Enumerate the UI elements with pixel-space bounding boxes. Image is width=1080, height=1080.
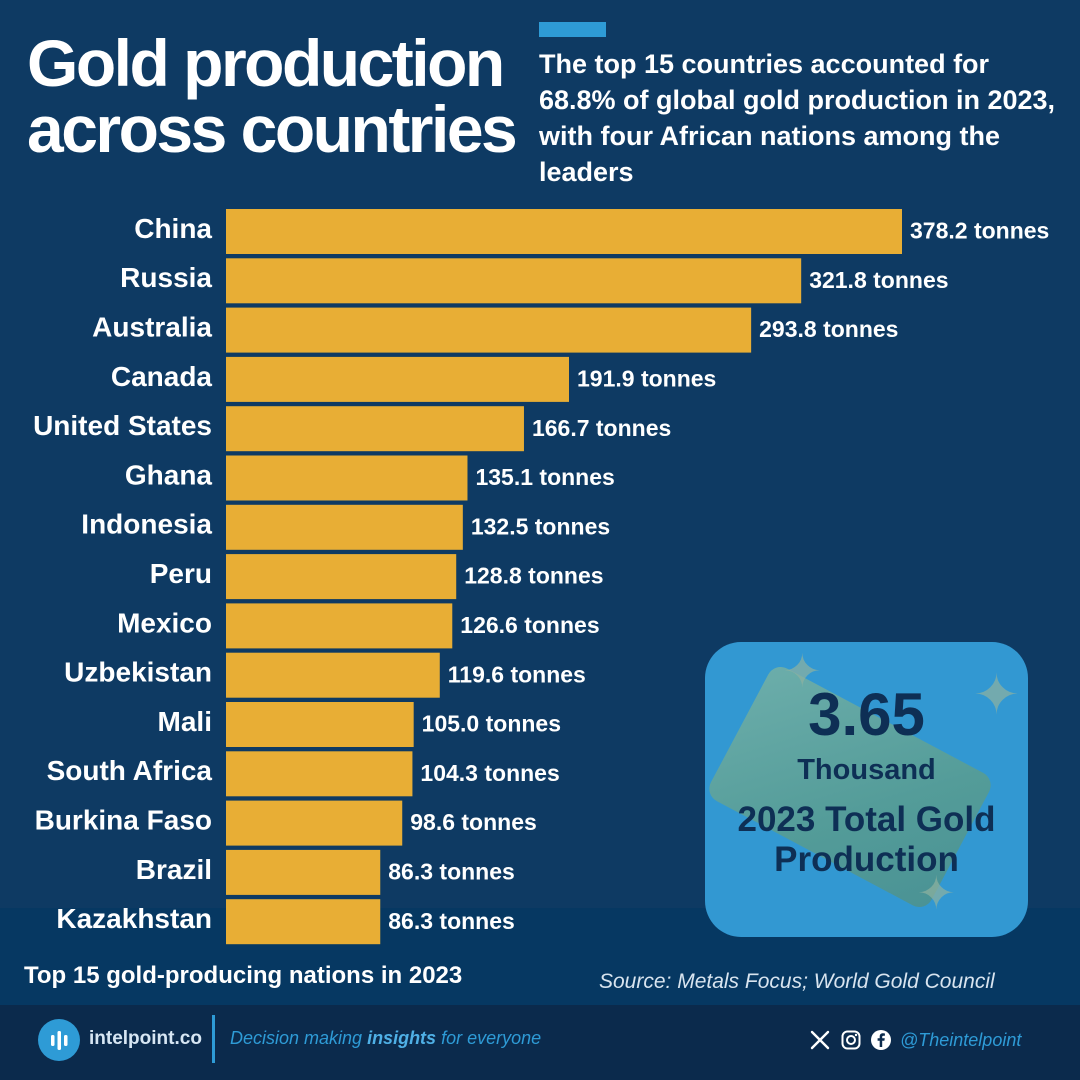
category-label: Ghana	[125, 459, 213, 490]
source-note: Source: Metals Focus; World Gold Council	[599, 970, 995, 993]
stat-label-line-1: 2023 Total Gold	[737, 800, 996, 839]
stat-value: 3.65	[808, 681, 925, 748]
sparkle-icon: ✦	[783, 645, 822, 697]
subtitle: The top 15 countries accounted for 68.8%…	[539, 49, 1056, 187]
bar-mexico	[226, 603, 453, 649]
value-label: 135.1 tonnes	[475, 464, 614, 490]
value-label: 86.3 tonnes	[388, 908, 515, 934]
footer-divider	[212, 1015, 215, 1063]
bar-russia	[226, 258, 802, 304]
bar-canada	[226, 356, 570, 402]
category-label: Russia	[120, 262, 212, 293]
footer	[0, 1005, 1080, 1080]
value-label: 98.6 tonnes	[410, 809, 537, 835]
bar-kazakhstan	[226, 899, 381, 945]
tagline: Decision making insights for everyone	[230, 1028, 541, 1049]
category-label: Mali	[158, 706, 212, 737]
value-label: 105.0 tonnes	[422, 711, 561, 737]
category-label: Canada	[111, 361, 213, 392]
value-label: 191.9 tonnes	[577, 365, 716, 391]
bar-brazil	[226, 849, 381, 895]
category-label: Mexico	[117, 607, 212, 638]
category-label: Indonesia	[81, 509, 212, 540]
category-label: Australia	[92, 311, 212, 342]
category-label: Burkina Faso	[35, 804, 212, 835]
bar-united-states	[226, 406, 524, 452]
tagline-prefix: Decision making	[230, 1028, 368, 1048]
chart-caption: Top 15 gold-producing nations in 2023	[24, 962, 463, 989]
category-label: United States	[33, 410, 212, 441]
category-label: Kazakhstan	[56, 903, 212, 934]
intelpoint-logo-icon[interactable]	[38, 1019, 80, 1061]
stat-label-line-2: Production	[774, 840, 959, 879]
value-label: 378.2 tonnes	[910, 218, 1049, 244]
brand-link[interactable]: intelpoint.co	[89, 1028, 202, 1049]
value-label: 321.8 tonnes	[809, 267, 948, 293]
value-label: 104.3 tonnes	[420, 760, 559, 786]
value-label: 128.8 tonnes	[464, 563, 603, 589]
value-label: 86.3 tonnes	[388, 858, 515, 884]
bar-chart: China 378.2 tonnes Russia 321.8 tonnes Austr…	[33, 209, 1049, 945]
title-line-2: across countries	[27, 92, 518, 166]
category-label: Uzbekistan	[64, 657, 212, 688]
x-icon[interactable]	[809, 1029, 831, 1051]
instagram-icon[interactable]	[840, 1029, 862, 1051]
bar-china	[226, 209, 902, 254]
category-label: South Africa	[47, 755, 213, 786]
facebook-icon[interactable]	[870, 1029, 892, 1051]
bar-australia	[226, 307, 752, 353]
accent-bar	[539, 22, 606, 37]
category-label: Peru	[150, 558, 212, 589]
bar-ghana	[226, 455, 468, 501]
value-label: 119.6 tonnes	[448, 661, 586, 687]
value-label: 166.7 tonnes	[532, 415, 671, 441]
sparkle-icon: ✦	[973, 663, 1020, 726]
bar-burkina-faso	[226, 800, 403, 846]
social-handle[interactable]: @Theintelpoint	[900, 1030, 1022, 1050]
bar-indonesia	[226, 504, 463, 550]
tagline-emphasis: insights	[367, 1028, 437, 1048]
value-label: 126.6 tonnes	[460, 612, 599, 638]
bar-peru	[226, 554, 457, 600]
bar-uzbekistan	[226, 652, 440, 698]
category-label: Brazil	[136, 854, 212, 885]
bar-mali	[226, 702, 414, 747]
bar-south-africa	[226, 751, 413, 797]
value-label: 293.8 tonnes	[759, 316, 898, 342]
sparkle-icon: ✦	[917, 867, 956, 919]
category-label: China	[134, 213, 212, 244]
tagline-suffix: for everyone	[436, 1028, 542, 1048]
title-line-1: Gold production	[27, 26, 505, 100]
value-label: 132.5 tonnes	[471, 513, 610, 539]
stat-label: 2023 Total Gold Production	[715, 800, 1018, 880]
stat-card: ✦ ✦ ✦ 3.65 Thousand 2023 Total Gold Prod…	[705, 642, 1028, 937]
stat-unit: Thousand	[797, 754, 936, 786]
page-title: Gold production across countries	[27, 30, 527, 162]
